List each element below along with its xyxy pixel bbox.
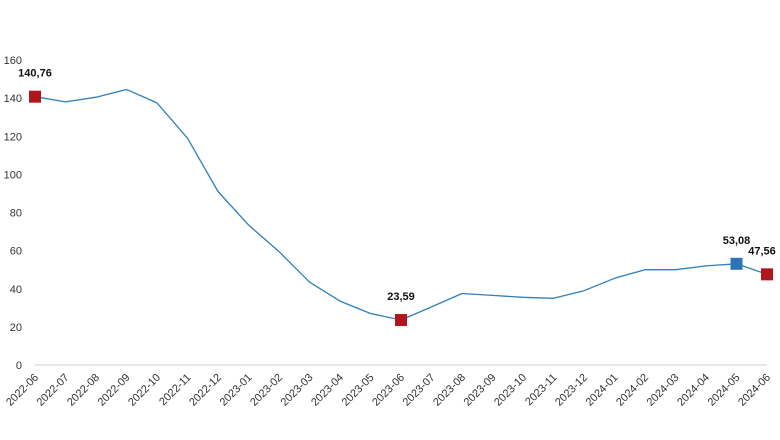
data-label: 23,59	[387, 291, 415, 303]
y-tick-label: 20	[10, 322, 22, 334]
x-tick-label: 2023-12	[553, 372, 590, 409]
y-tick-label: 160	[4, 55, 22, 67]
x-tick-label: 2023-01	[218, 372, 255, 409]
x-tick-label: 2023-07	[401, 372, 438, 409]
series-line	[34, 88, 768, 321]
x-tick-label: 2024-05	[706, 372, 743, 409]
x-tick-label: 2024-02	[614, 372, 651, 409]
y-tick-label: 60	[10, 246, 22, 258]
x-tick-label: 2022-07	[35, 372, 72, 409]
highlight-marker	[761, 268, 773, 281]
y-tick-label: 0	[16, 360, 22, 372]
data-label: 47,56	[748, 245, 776, 257]
x-tick-label: 2023-10	[492, 372, 529, 409]
x-tick-label: 2024-04	[675, 372, 712, 409]
y-tick-label: 120	[4, 131, 22, 143]
y-tick-label: 140	[4, 93, 22, 105]
data-label: 53,08	[723, 235, 751, 247]
y-tick-label: 80	[10, 208, 22, 220]
highlight-marker	[730, 257, 743, 270]
y-tick-label: 40	[10, 284, 22, 296]
x-tick-label: 2023-02	[248, 372, 285, 409]
x-tick-label: 2022-06	[4, 372, 41, 409]
x-tick-label: 2024-01	[584, 372, 621, 409]
x-tick-label: 2024-06	[736, 372, 773, 409]
x-tick-label: 2023-05	[340, 372, 377, 409]
y-tick-label: 100	[4, 169, 22, 181]
x-tick-label: 2023-06	[370, 372, 407, 409]
x-tick-label: 2022-09	[96, 372, 133, 409]
x-tick-label: 2022-12	[187, 372, 224, 409]
x-tick-label: 2022-08	[65, 372, 102, 409]
x-tick-label: 2024-03	[645, 372, 682, 409]
highlight-marker	[395, 314, 407, 327]
highlight-marker	[29, 90, 41, 103]
x-tick-label: 2023-04	[309, 372, 346, 409]
x-tick-label: 2022-10	[126, 372, 163, 409]
x-tick-label: 2023-08	[431, 372, 468, 409]
data-label: 140,76	[18, 68, 52, 80]
x-tick-label: 2023-03	[279, 372, 316, 409]
x-tick-label: 2023-09	[462, 372, 499, 409]
